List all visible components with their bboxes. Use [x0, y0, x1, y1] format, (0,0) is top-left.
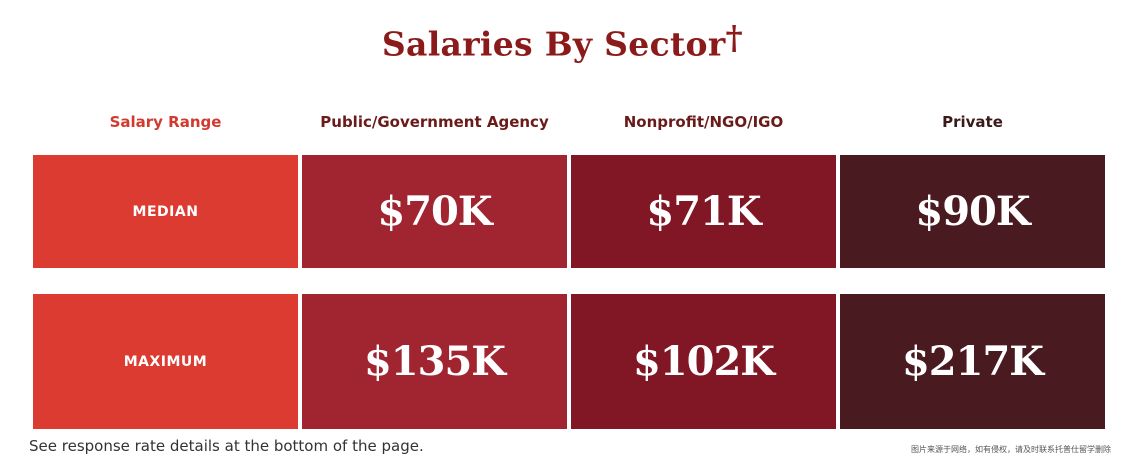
watermark-text: 图片来源于网络，如有侵权，请及时联系托普仕留学删除: [911, 445, 1111, 454]
maximum-private-cell: $217K: [840, 294, 1105, 429]
header-private: Private: [942, 113, 1003, 131]
header-nonprofit: Nonprofit/NGO/IGO: [623, 113, 784, 131]
maximum-public-cell: $135K: [302, 294, 567, 429]
title-dagger: †: [725, 18, 744, 57]
footnote: See response rate details at the bottom …: [29, 437, 424, 455]
row-label-text: MEDIAN: [132, 203, 199, 220]
salary-value: $102K: [632, 338, 775, 385]
chart-title: Salaries By Sector†: [0, 18, 1125, 63]
maximum-nonprofit-cell: $102K: [571, 294, 836, 429]
salary-value: $70K: [377, 188, 492, 235]
salary-value: $71K: [646, 188, 761, 235]
row-label-text: MAXIMUM: [123, 353, 208, 370]
median-private-cell: $90K: [840, 155, 1105, 268]
median-nonprofit-cell: $71K: [571, 155, 836, 268]
salary-value: $135K: [363, 338, 506, 385]
row-label-maximum: MAXIMUM: [33, 294, 298, 429]
header-public: Public/Government Agency: [320, 113, 549, 131]
salary-value: $217K: [901, 338, 1044, 385]
salary-value: $90K: [915, 188, 1030, 235]
title-text: Salaries By Sector: [381, 24, 726, 64]
row-label-median: MEDIAN: [33, 155, 298, 268]
header-salary-range: Salary Range: [109, 113, 222, 131]
median-public-cell: $70K: [302, 155, 567, 268]
